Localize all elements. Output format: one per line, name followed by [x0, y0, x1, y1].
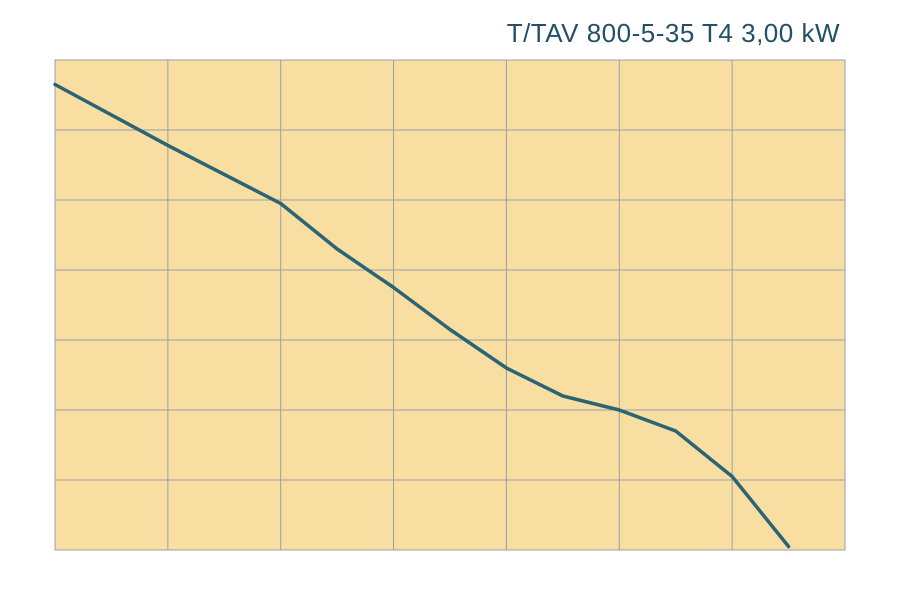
- chart-title: T/TAV 800-5-35 T4 3,00 kW: [507, 18, 840, 49]
- chart-container: T/TAV 800-5-35 T4 3,00 kW: [0, 0, 900, 600]
- chart-svg: [0, 0, 900, 600]
